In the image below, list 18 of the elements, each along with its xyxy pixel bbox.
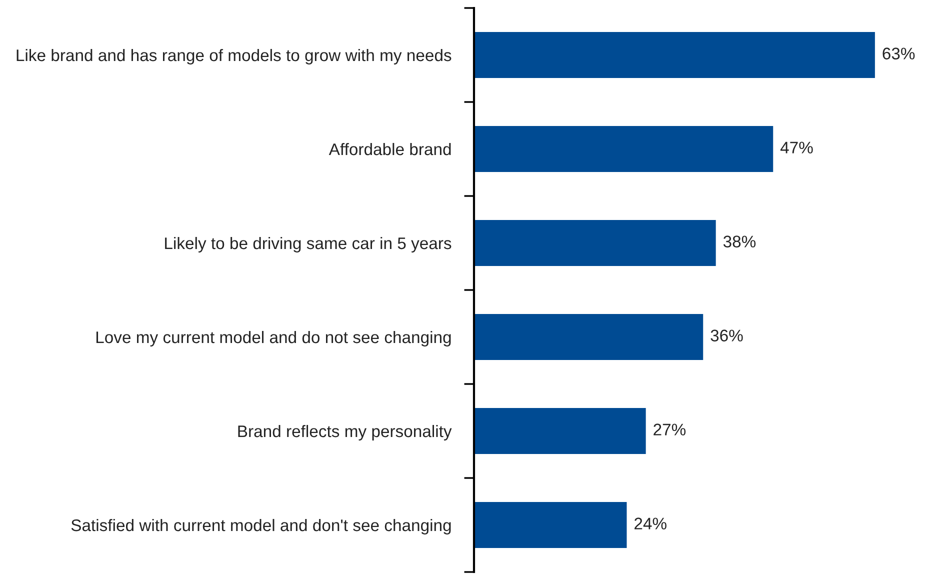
data-label: 38% [723,236,756,248]
y-tick-label: Affordable brand [328,142,451,156]
y-tick-label: Love my current model and do not see changing [96,330,451,346]
bar [474,126,774,172]
y-tick-label: Brand reflects my personality [238,424,452,440]
bar [474,314,704,360]
data-label: 63% [882,48,915,60]
y-tick-label: Like brand and has range of models to grow with my needs [16,48,452,64]
data-label: 47% [780,142,813,154]
bar [474,32,875,78]
y-tick-label: Likely to be driving same car in 5 years [165,236,452,252]
bar [474,408,646,454]
y-tick-label: Satisfied with current model and don't see changing [71,518,451,534]
bar [474,220,716,266]
data-label: 36% [710,330,743,342]
data-label: 27% [654,424,686,436]
bar [474,502,627,548]
data-label: 24% [634,518,666,530]
